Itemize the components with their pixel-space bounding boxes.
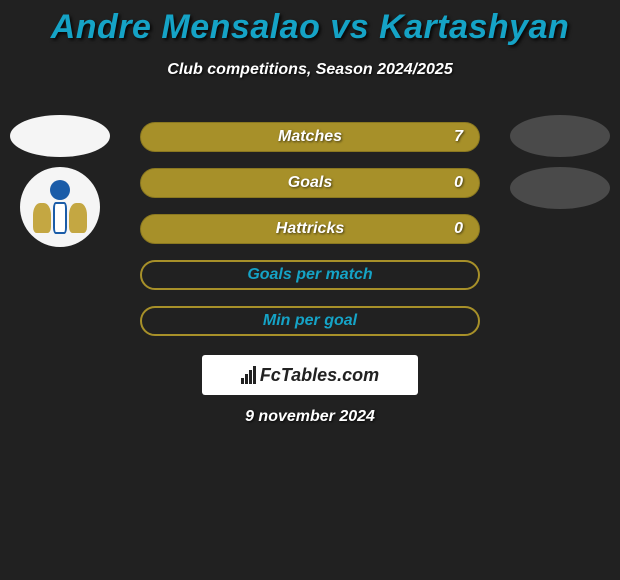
logo-text: FcTables.com — [260, 365, 379, 386]
stat-bar-matches: Matches 7 — [140, 122, 480, 152]
badge-ball-icon — [50, 180, 70, 200]
stat-label: Min per goal — [263, 312, 357, 330]
stat-value: 7 — [454, 128, 463, 146]
stat-bar-goals: Goals 0 — [140, 168, 480, 198]
stat-bar-hattricks: Hattricks 0 — [140, 214, 480, 244]
stat-label: Matches — [278, 128, 342, 146]
comparison-title: Andre Mensalao vs Kartashyan — [0, 0, 620, 47]
player-right-club-badge — [510, 167, 610, 209]
badge-graphic — [33, 180, 87, 234]
player-left-avatar — [10, 115, 110, 157]
stat-label: Goals per match — [247, 266, 372, 284]
player-right-avatar — [510, 115, 610, 157]
comparison-subtitle: Club competitions, Season 2024/2025 — [0, 61, 620, 79]
stats-bars: Matches 7 Goals 0 Hattricks 0 Goals per … — [140, 122, 480, 336]
fctables-logo: FcTables.com — [202, 355, 418, 395]
stat-label: Goals — [288, 174, 332, 192]
stat-value: 0 — [454, 174, 463, 192]
player-left-club-badge — [20, 167, 100, 247]
stat-bar-goals-per-match: Goals per match — [140, 260, 480, 290]
snapshot-date: 9 november 2024 — [245, 408, 375, 426]
badge-wings-icon — [33, 202, 87, 234]
logo-bars-icon — [241, 366, 256, 384]
stat-bar-min-per-goal: Min per goal — [140, 306, 480, 336]
player-left-panel — [10, 115, 110, 247]
player-right-panel — [510, 115, 610, 209]
stat-value: 0 — [454, 220, 463, 238]
stat-label: Hattricks — [276, 220, 344, 238]
